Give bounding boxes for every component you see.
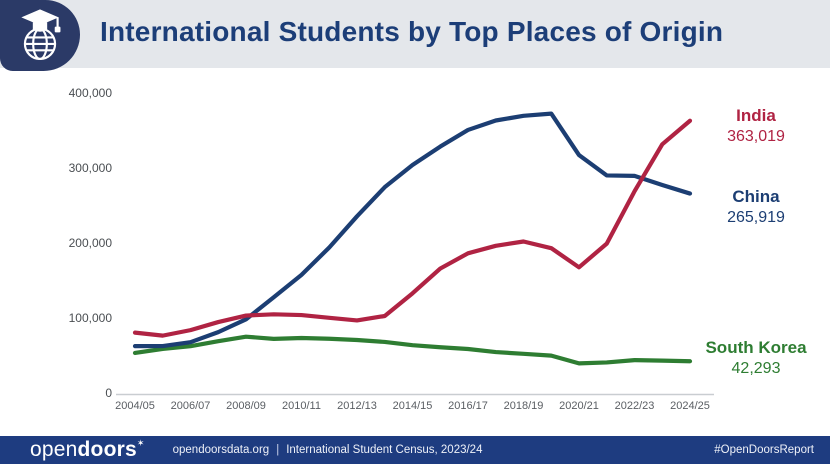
y-tick-label: 100,000 <box>68 311 112 325</box>
x-tick-label: 2006/07 <box>170 400 211 412</box>
x-tick-label: 2014/15 <box>392 400 433 412</box>
page-title: International Students by Top Places of … <box>100 16 724 47</box>
y-tick-label: 200,000 <box>68 236 112 250</box>
header-bar: International Students by Top Places of … <box>0 0 830 71</box>
series-name: India <box>736 105 776 125</box>
series-name: China <box>732 186 780 206</box>
series-label-india: India 363,019 <box>696 105 816 147</box>
logo-text-open: open <box>30 438 78 461</box>
series-line-china <box>132 111 693 349</box>
x-tick-label: 2022/23 <box>614 400 655 412</box>
x-tick-label: 2024/25 <box>670 400 710 412</box>
x-tick-label: 2004/05 <box>115 400 155 412</box>
series-label-south-korea: South Korea 42,293 <box>696 337 816 379</box>
footer-source: opendoorsdata.org | International Student … <box>173 444 483 456</box>
series-line-india <box>132 118 693 338</box>
x-tick-label: 2010/11 <box>282 400 321 412</box>
footer-separator: | <box>276 444 280 456</box>
series-latest-value: 265,919 <box>727 208 785 226</box>
footer-hashtag: #OpenDoorsReport <box>714 444 814 456</box>
x-tick-label: 2018/19 <box>503 400 544 412</box>
series-name: South Korea <box>705 338 807 358</box>
y-tick-label: 0 <box>105 386 112 400</box>
y-tick-label: 400,000 <box>68 86 112 100</box>
series-latest-value: 42,293 <box>731 360 781 378</box>
x-tick-label: 2016/17 <box>448 400 488 412</box>
logo-star-icon: ✶ <box>136 438 145 448</box>
footer-bar: opendoors✶ opendoorsdata.org | Internation… <box>0 436 830 464</box>
footer-source-url: opendoorsdata.org <box>172 444 270 456</box>
x-tick-label: 2020/21 <box>559 400 599 412</box>
footer-census: International Student Census, 2023/24 <box>286 444 483 456</box>
logo-text-doors: doors <box>77 438 137 461</box>
x-tick-label: 2012/13 <box>337 400 377 412</box>
series-line-south-korea <box>132 334 693 366</box>
series-label-china: China 265,919 <box>696 186 816 228</box>
series-latest-value: 363,019 <box>727 127 785 145</box>
opendoors-logo: opendoors✶ <box>30 436 145 464</box>
x-tick-label: 2008/09 <box>226 400 266 412</box>
logo-badge <box>0 0 80 71</box>
y-tick-label: 300,000 <box>68 161 112 175</box>
globe-graduation-cap-icon <box>21 9 61 61</box>
